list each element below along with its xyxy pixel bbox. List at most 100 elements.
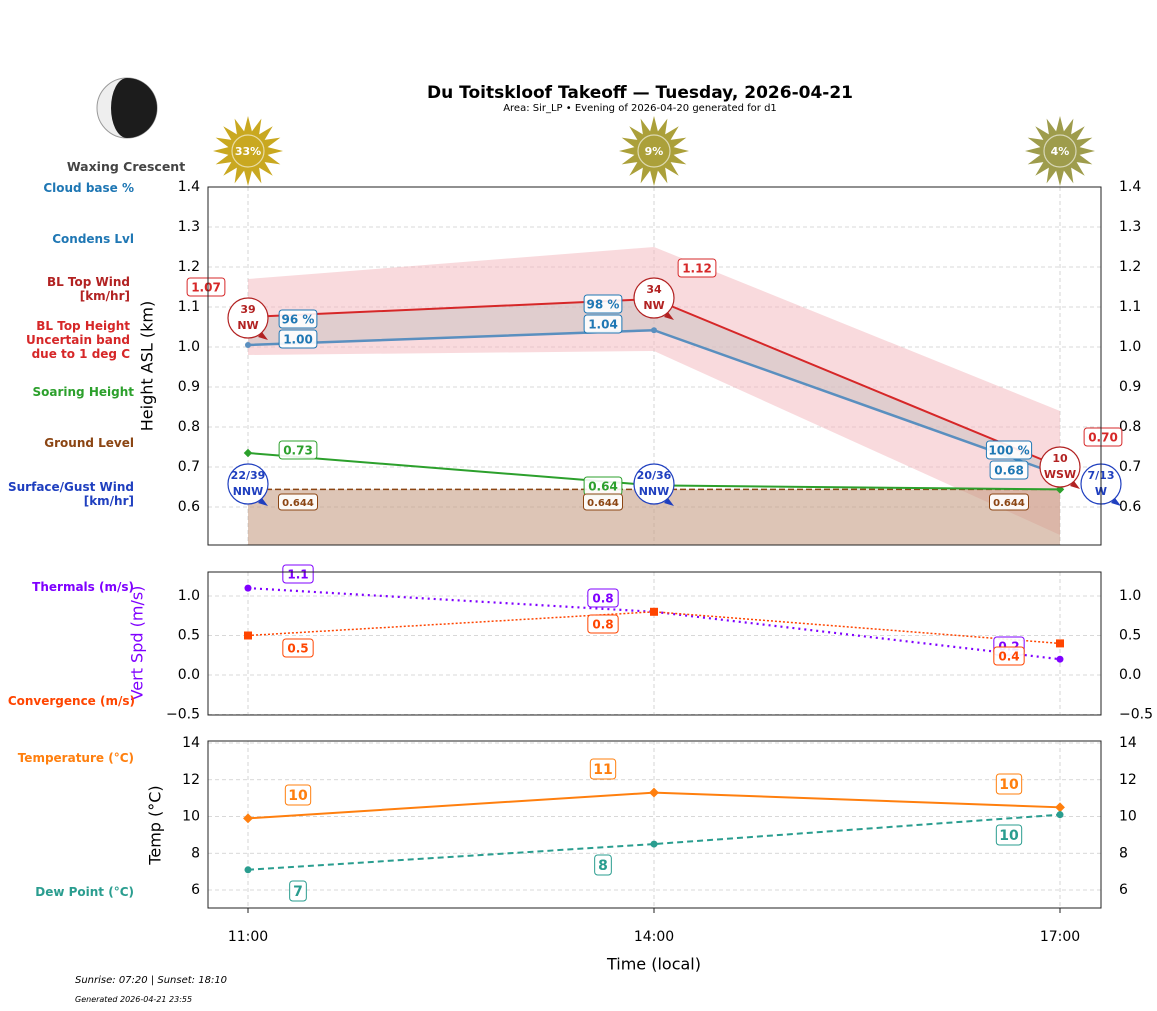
x-tick-label: 11:00 [228, 929, 268, 945]
y-tick-label: 1.3 [178, 219, 200, 235]
wind-arrow-icon [664, 312, 674, 320]
cloud-base-label: 96 % [282, 313, 315, 327]
dew-line [247, 813, 1061, 871]
side-label-cloud-base: Cloud base % [43, 181, 134, 195]
y-tick-label: 1.0 [178, 588, 200, 604]
dew-label: 10 [999, 828, 1019, 844]
temperature-label: 10 [999, 777, 1019, 793]
y-tick-label: 14 [182, 735, 200, 751]
side-label-convergence: Convergence (m/s) [7, 694, 135, 708]
dew-label: 8 [598, 858, 608, 874]
y-tick-label-right: 8 [1119, 845, 1128, 861]
y-tick-label: 1.1 [178, 299, 200, 315]
y-tick-label-right: 0.5 [1119, 628, 1141, 644]
chart-title: Du Toitskloof Takeoff — Tuesday, 2026-04… [426, 83, 854, 103]
y-tick-label: 0.8 [178, 419, 200, 435]
wind-direction: NW [643, 299, 664, 312]
y-tick-label-right: 0.7 [1119, 459, 1141, 475]
temperature-label-box [995, 773, 1023, 795]
generated-time: Generated 2026-04-21 23:55 [75, 995, 193, 1004]
ground-label: 0.644 [587, 498, 619, 509]
side-label-ground: Ground Level [44, 436, 134, 450]
convergence-label-box [587, 614, 619, 634]
y-tick-label: 8 [191, 845, 200, 861]
condens-point [245, 342, 251, 348]
x-axis-label: Time (local) [606, 955, 701, 974]
cloud-fill [248, 299, 1060, 475]
moon-shadow [111, 78, 157, 138]
convergence-label: 0.5 [287, 642, 308, 656]
dew-point [1056, 811, 1064, 819]
wind-arrow-icon [664, 498, 674, 506]
temperature-label-box [589, 758, 617, 780]
wind-arrow-icon [258, 332, 268, 340]
ground-label-box [278, 493, 318, 511]
cloud-base-label: 100 % [988, 444, 1029, 458]
condens-label-box [989, 460, 1029, 480]
sun-percent: 33% [235, 145, 261, 158]
y-tick-label: 1.4 [178, 179, 200, 195]
wind-speed: 10 [1052, 452, 1068, 465]
bl-top-label: 1.07 [191, 281, 221, 295]
y-tick-label-right: 1.3 [1119, 219, 1141, 235]
convergence-label: 0.4 [998, 650, 1019, 664]
side-label-surface-wind: Surface/Gust Wind [km/hr] [8, 480, 134, 508]
temperature-label-box [284, 784, 312, 806]
side-label-temperature: Temperature (°C) [17, 751, 134, 765]
thermals-label-box [282, 564, 314, 584]
wind-arrow-icon [1070, 481, 1080, 489]
y-tick-label: 10 [182, 809, 200, 825]
wind-speed: 20/36 [637, 469, 672, 482]
y-tick-label: 0.7 [178, 459, 200, 475]
x-tick-label: 17:00 [1040, 929, 1080, 945]
thermals-label: 0.8 [592, 592, 613, 606]
cloud-base-label-box [583, 294, 623, 314]
temperature-point [1055, 802, 1065, 813]
y-tick-label-right: 14 [1119, 735, 1137, 751]
wind-circle [633, 463, 675, 505]
wind-speed: 39 [240, 303, 255, 316]
wind-speed: 22/39 [231, 469, 266, 482]
sun-times: Sunrise: 07:20 | Sunset: 18:10 [75, 975, 228, 986]
wind-circle [1039, 446, 1081, 488]
sun-percent: 9% [645, 145, 664, 158]
condens-label-box [278, 329, 318, 349]
temperature-label: 10 [288, 788, 308, 804]
cloud-base-label-box [278, 309, 318, 329]
side-label-soaring: Soaring Height [32, 385, 135, 399]
thermals-label: 1.1 [287, 568, 308, 582]
sun-disc [1043, 134, 1077, 168]
side-label-dew: Dew Point (°C) [35, 885, 134, 899]
y-tick-label-right: 1.0 [1119, 588, 1141, 604]
y-tick-label-right: 10 [1119, 809, 1137, 825]
convergence-label-box [993, 646, 1025, 666]
soaring-label-box [278, 440, 318, 460]
side-label-bl-top: BL Top Height Uncertain band due to 1 de… [26, 319, 130, 361]
y-axis-label: Vert Spd (m/s) [128, 586, 147, 701]
bl-top-label-box [677, 258, 717, 278]
ground-label: 0.644 [282, 498, 314, 509]
dew-label-box [594, 854, 612, 876]
wind-direction: NNW [639, 485, 670, 498]
cloud-base-label-box [985, 440, 1033, 460]
bl-top-label-box [186, 277, 226, 297]
convergence-point [650, 607, 658, 616]
moon-phase-label: Waxing Crescent [66, 159, 186, 174]
x-tick-label: 14:00 [634, 929, 674, 945]
wind-arrow-icon [258, 498, 268, 506]
y-tick-label: 6 [191, 882, 200, 898]
convergence-point [1056, 639, 1064, 648]
y-axis-label: Height ASL (km) [138, 301, 157, 431]
y-tick-label-right: 6 [1119, 882, 1128, 898]
condens-label: 1.00 [283, 333, 313, 347]
side-label-bl-wind: BL Top Wind [km/hr] [46, 275, 130, 303]
y-tick-label-right: 0.8 [1119, 419, 1141, 435]
sun-percent: 4% [1051, 145, 1070, 158]
bl-top-label: 1.12 [682, 262, 712, 276]
soaring-label: 0.73 [283, 444, 313, 458]
thermals-label-box [587, 588, 619, 608]
wind-circle [227, 297, 269, 339]
dew-label: 7 [293, 884, 303, 900]
sun-disc [637, 134, 671, 168]
axes-frame [207, 186, 1102, 546]
